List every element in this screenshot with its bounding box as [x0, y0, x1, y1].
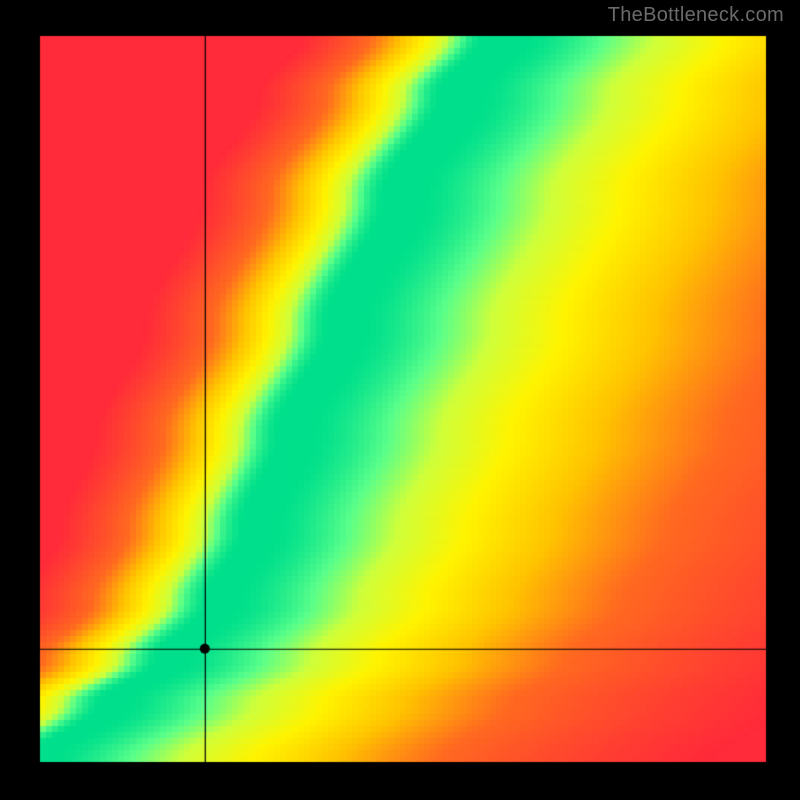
bottleneck-heatmap	[0, 0, 800, 800]
watermark-label: TheBottleneck.com	[608, 4, 784, 27]
